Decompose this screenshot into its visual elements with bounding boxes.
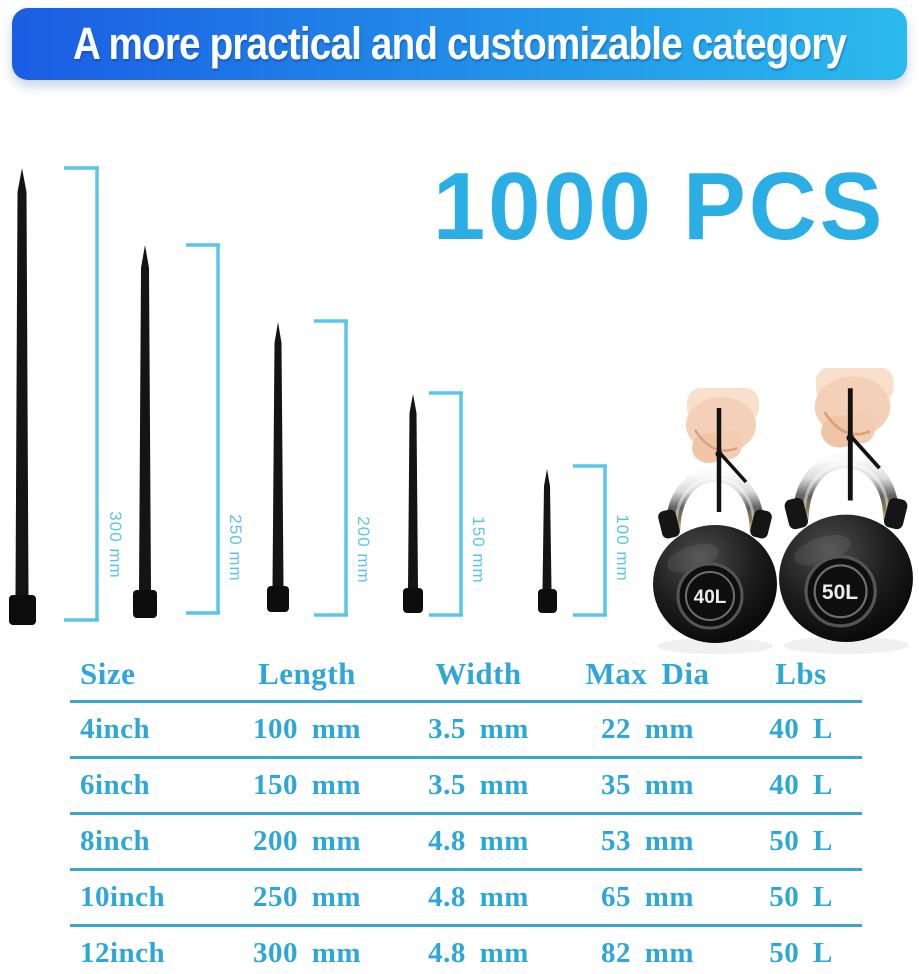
cell-max-dia: 22 mm bbox=[600, 713, 695, 745]
table-row-8inch: 8inch 200 mm 4.8 mm 53 mm 50 L bbox=[70, 815, 862, 871]
cell-width: 3.5 mm bbox=[428, 713, 529, 745]
cable-tie-12inch-icon bbox=[9, 168, 36, 625]
col-header-size: Size bbox=[80, 656, 136, 691]
piece-count-label: 1000 PCS bbox=[432, 153, 886, 260]
cell-max-dia: 82 mm bbox=[600, 937, 695, 969]
cell-length: 200 mm bbox=[252, 825, 362, 857]
cell-length: 100 mm bbox=[252, 713, 362, 745]
table-row-12inch: 12inch 300 mm 4.8 mm 82 mm 50 L bbox=[70, 927, 862, 974]
cell-lbs: 50 L bbox=[769, 937, 833, 969]
dimension-line-100mm bbox=[573, 464, 607, 617]
dimension-line-300mm bbox=[64, 166, 99, 622]
cell-size: 4inch bbox=[80, 713, 151, 745]
kettlebell-weight-label-50l: 50L bbox=[822, 581, 858, 604]
cell-size: 8inch bbox=[80, 825, 151, 857]
col-header-max-dia: Max Dia bbox=[585, 656, 710, 691]
cable-tie-size-diagram: 300 mm 250 mm 200 mm 150 mm 100 mm bbox=[9, 166, 632, 625]
cell-max-dia: 53 mm bbox=[600, 825, 695, 857]
dimension-line-250mm bbox=[186, 243, 220, 615]
cell-size: 6inch bbox=[80, 769, 151, 801]
title-banner: A more practical and customizable catego… bbox=[12, 8, 907, 80]
cable-tie-10inch-icon bbox=[133, 245, 157, 618]
page-title: A more practical and customizable catego… bbox=[72, 18, 847, 69]
cable-tie-4inch-icon bbox=[538, 469, 557, 613]
dimension-label-150mm: 150 mm bbox=[469, 516, 488, 583]
cell-size: 12inch bbox=[80, 937, 166, 969]
dimension-label-300mm: 300 mm bbox=[106, 511, 125, 578]
cell-lbs: 50 L bbox=[769, 881, 833, 913]
cell-lbs: 40 L bbox=[769, 713, 833, 745]
cell-max-dia: 35 mm bbox=[600, 769, 695, 801]
col-header-lbs: Lbs bbox=[775, 656, 827, 691]
kettlebell-50l bbox=[779, 368, 913, 654]
cell-size: 10inch bbox=[80, 881, 166, 913]
cell-width: 4.8 mm bbox=[428, 937, 529, 969]
table-row-4inch: 4inch 100 mm 3.5 mm 22 mm 40 L bbox=[70, 703, 862, 759]
table-row-10inch: 10inch 250 mm 4.8 mm 65 mm 50 L bbox=[70, 871, 862, 927]
dimension-label-200mm: 200 mm bbox=[354, 516, 373, 583]
cell-lbs: 40 L bbox=[769, 769, 833, 801]
col-header-width: Width bbox=[435, 656, 522, 691]
cell-width: 3.5 mm bbox=[428, 769, 529, 801]
cell-width: 4.8 mm bbox=[428, 825, 529, 857]
dimension-label-250mm: 250 mm bbox=[226, 514, 245, 581]
cell-lbs: 50 L bbox=[769, 825, 833, 857]
cell-width: 4.8 mm bbox=[428, 881, 529, 913]
cell-length: 250 mm bbox=[252, 881, 362, 913]
cell-max-dia: 65 mm bbox=[600, 881, 695, 913]
kettlebell-strength-demo: 40L 50L bbox=[622, 368, 919, 660]
cable-tie-8inch-icon bbox=[267, 322, 289, 612]
kettlebell-40l bbox=[653, 388, 777, 654]
cable-tie-6inch-icon bbox=[403, 394, 423, 613]
kettlebell-weight-label-40l: 40L bbox=[694, 587, 727, 608]
cell-length: 150 mm bbox=[252, 769, 362, 801]
table-row-6inch: 6inch 150 mm 3.5 mm 35 mm 40 L bbox=[70, 759, 862, 815]
spec-table-header-row: Size Length Width Max Dia Lbs bbox=[70, 648, 862, 703]
dimension-line-200mm bbox=[314, 319, 348, 617]
dimension-line-150mm bbox=[429, 391, 463, 617]
col-header-length: Length bbox=[258, 656, 356, 691]
cell-length: 300 mm bbox=[252, 937, 362, 969]
spec-table: Size Length Width Max Dia Lbs 4inch 100 … bbox=[70, 648, 862, 974]
dimension-label-100mm: 100 mm bbox=[613, 514, 632, 581]
